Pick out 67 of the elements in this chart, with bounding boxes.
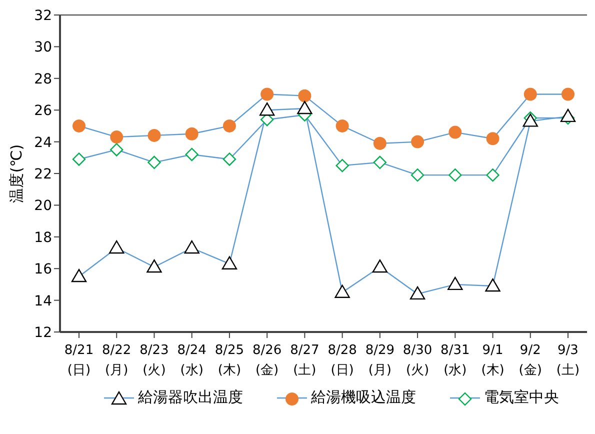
point	[560, 108, 576, 122]
point	[148, 128, 161, 142]
y-tick-label: 24	[34, 134, 52, 151]
point	[146, 259, 162, 273]
point	[448, 126, 462, 139]
point	[373, 136, 386, 150]
point	[110, 143, 124, 156]
point	[336, 158, 349, 172]
y-tick-label: 14	[34, 293, 52, 310]
y-tick-label: 22	[34, 166, 52, 182]
x-tick-label: 8/29 (月)	[365, 343, 395, 378]
y-tick-label: 12	[34, 324, 52, 341]
point	[448, 276, 463, 290]
x-tick-label: 8/24 (水)	[177, 343, 206, 378]
y-tick-label: 28	[34, 71, 52, 88]
x-tick-label: 8/31 (水)	[440, 343, 470, 378]
point	[486, 168, 500, 182]
point	[562, 88, 574, 101]
x-tick-label: 9/2 (金)	[518, 343, 542, 378]
point	[334, 284, 350, 298]
point	[485, 278, 500, 292]
x-tick-label: 8/22 (月)	[102, 343, 132, 378]
point	[185, 127, 198, 140]
x-tick-label: 8/25 (木)	[214, 343, 244, 378]
x-tick-label: 9/3 (土)	[556, 343, 580, 378]
y-tick-label: 32	[34, 8, 52, 24]
x-tick-label: 8/26 (金)	[252, 343, 282, 378]
point	[222, 256, 238, 270]
y-tick-label: 20	[34, 198, 52, 214]
point	[522, 114, 538, 127]
x-tick-label: 8/27 (土)	[290, 343, 320, 378]
point	[260, 88, 274, 101]
x-tick-label: 8/30 (火)	[402, 343, 432, 378]
point	[148, 156, 161, 170]
legend-label: 電気室中央	[484, 388, 559, 407]
point	[298, 89, 312, 102]
x-tick-label: 8/23 (火)	[140, 343, 169, 378]
y-tick-label: 16	[34, 262, 52, 278]
point	[72, 119, 86, 132]
point	[410, 168, 424, 182]
point	[410, 286, 426, 300]
point	[109, 240, 124, 254]
point	[524, 88, 537, 101]
point	[411, 135, 424, 148]
point	[222, 152, 236, 166]
point	[110, 130, 124, 144]
y-tick-label: 26	[34, 103, 52, 120]
point	[259, 102, 275, 116]
x-tick-label: 9/1 (木)	[481, 343, 504, 378]
point	[448, 168, 462, 182]
point	[336, 119, 349, 132]
x-tick-label: 8/21 (日)	[64, 343, 94, 378]
point	[72, 152, 86, 166]
point	[373, 156, 387, 170]
point	[486, 132, 500, 146]
point	[372, 259, 388, 273]
y-axis-title: 温度(℃)	[7, 144, 26, 203]
point	[297, 100, 312, 114]
y-tick-label: 18	[34, 230, 52, 246]
point	[185, 148, 198, 162]
x-tick-label: 8/28 (日)	[328, 343, 357, 378]
point	[71, 268, 87, 282]
point	[222, 119, 236, 132]
point	[184, 240, 200, 254]
legend-label: 給湯機吸込温度	[311, 388, 416, 407]
legend-label: 給湯器吹出温度	[138, 388, 243, 407]
y-tick-label: 30	[34, 40, 52, 56]
